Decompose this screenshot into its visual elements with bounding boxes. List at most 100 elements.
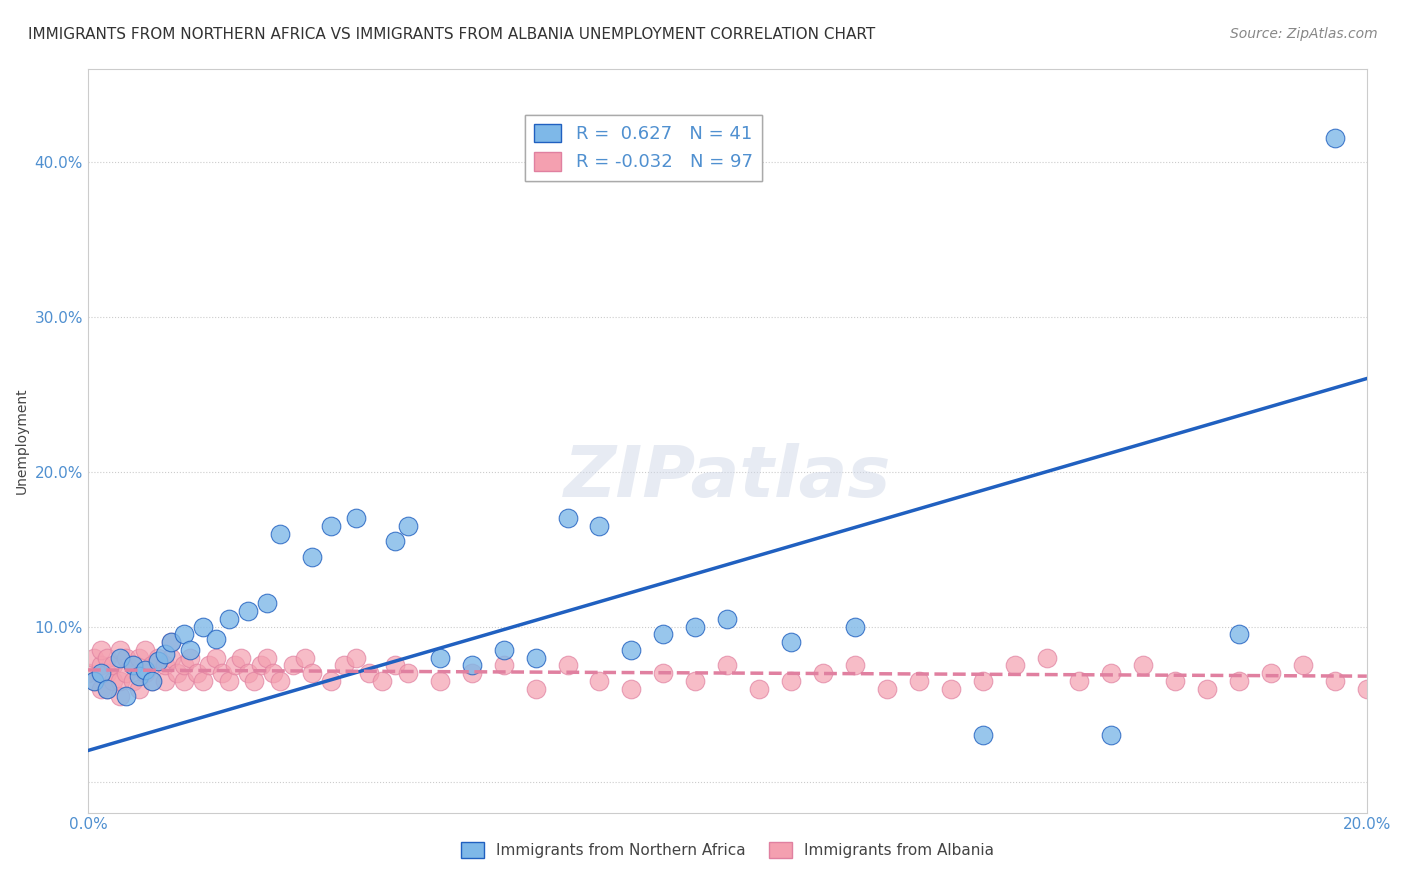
Point [588, 673, 610, 688]
Point [141, 658, 163, 673]
Point [204, 632, 226, 646]
Point [524, 650, 547, 665]
Point [121, 673, 143, 688]
Point [941, 681, 963, 696]
Point [191, 673, 214, 688]
Point [1132, 658, 1154, 673]
Point [96, 681, 118, 696]
Point [108, 690, 131, 704]
Point [96, 666, 118, 681]
Point [1004, 658, 1026, 673]
Point [90, 642, 112, 657]
Point [115, 650, 138, 665]
Point [191, 619, 214, 633]
Point [685, 619, 707, 633]
Point [620, 642, 643, 657]
Point [557, 658, 579, 673]
Point [492, 658, 515, 673]
Point [256, 650, 278, 665]
Point [256, 596, 278, 610]
Point [396, 518, 419, 533]
Point [179, 642, 201, 657]
Point [108, 642, 131, 657]
Point [262, 666, 284, 681]
Point [332, 658, 354, 673]
Point [844, 619, 866, 633]
Point [1195, 681, 1218, 696]
Point [429, 650, 451, 665]
Point [1067, 673, 1090, 688]
Point [652, 627, 675, 641]
Point [460, 658, 482, 673]
Point [153, 648, 176, 662]
Point [218, 673, 240, 688]
Point [148, 654, 170, 668]
Point [128, 681, 150, 696]
Point [1036, 650, 1059, 665]
Point [346, 511, 368, 525]
Point [780, 635, 803, 649]
Point [186, 666, 208, 681]
Point [211, 666, 233, 681]
Point [121, 658, 143, 673]
Point [173, 658, 195, 673]
Text: Source: ZipAtlas.com: Source: ZipAtlas.com [1230, 27, 1378, 41]
Point [359, 666, 381, 681]
Point [269, 673, 291, 688]
Point [371, 673, 394, 688]
Point [198, 658, 221, 673]
Point [128, 669, 150, 683]
Point [972, 673, 994, 688]
Point [301, 666, 323, 681]
Point [90, 666, 112, 681]
Point [557, 511, 579, 525]
Point [160, 635, 183, 649]
Point [134, 663, 156, 677]
Point [620, 681, 643, 696]
Point [103, 658, 125, 673]
Point [134, 666, 156, 681]
Text: ZIPatlas: ZIPatlas [564, 443, 891, 512]
Point [301, 549, 323, 564]
Point [346, 650, 368, 665]
Point [141, 673, 163, 688]
Point [524, 681, 547, 696]
Point [148, 650, 170, 665]
Point [224, 658, 246, 673]
Point [1099, 666, 1122, 681]
Point [384, 534, 406, 549]
Point [1099, 728, 1122, 742]
Y-axis label: Unemployment: Unemployment [15, 387, 30, 494]
Point [153, 673, 176, 688]
Text: IMMIGRANTS FROM NORTHERN AFRICA VS IMMIGRANTS FROM ALBANIA UNEMPLOYMENT CORRELAT: IMMIGRANTS FROM NORTHERN AFRICA VS IMMIG… [28, 27, 876, 42]
Point [179, 650, 201, 665]
Point [748, 681, 770, 696]
Point [319, 673, 342, 688]
Point [396, 666, 419, 681]
Point [384, 658, 406, 673]
Point [249, 658, 271, 673]
Point [1227, 627, 1250, 641]
Point [121, 658, 143, 673]
Point [90, 681, 112, 696]
Point [1260, 666, 1282, 681]
Point [90, 658, 112, 673]
Point [160, 650, 183, 665]
Point [1323, 673, 1346, 688]
Point [83, 650, 105, 665]
Point [908, 673, 931, 688]
Point [972, 728, 994, 742]
Point [96, 681, 118, 696]
Point [1164, 673, 1187, 688]
Point [83, 673, 105, 688]
Point [1388, 673, 1406, 688]
Point [166, 666, 188, 681]
Point [294, 650, 316, 665]
Point [115, 690, 138, 704]
Point [716, 612, 738, 626]
Point [218, 612, 240, 626]
Point [108, 673, 131, 688]
Point [160, 635, 183, 649]
Point [492, 642, 515, 657]
Point [1355, 681, 1378, 696]
